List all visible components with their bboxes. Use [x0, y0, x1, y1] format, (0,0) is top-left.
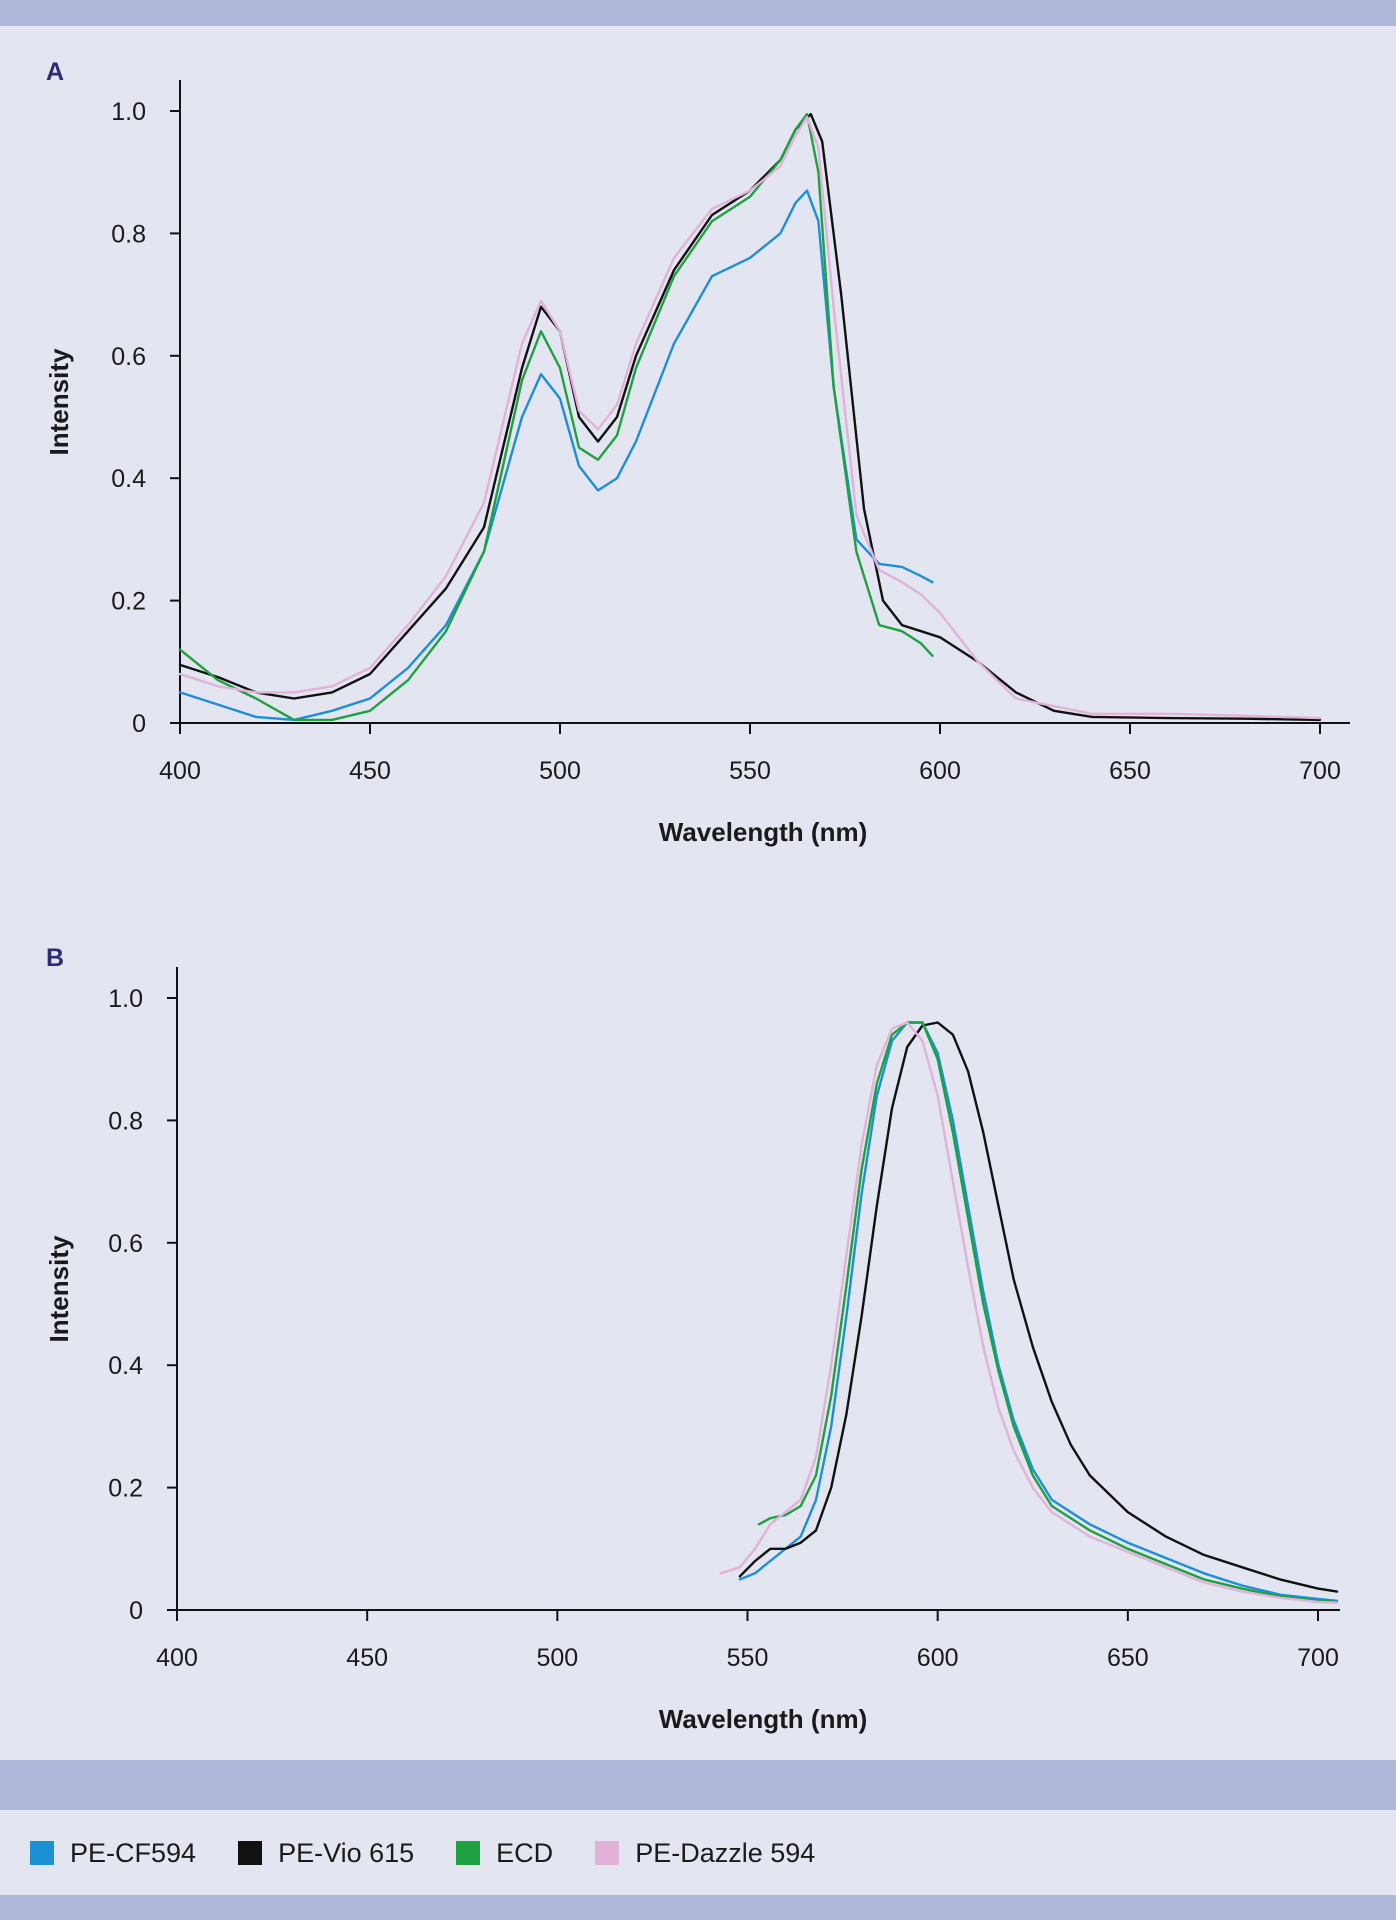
legend: PE-CF594 PE-Vio 615 ECD PE-Dazzle 594	[30, 1830, 857, 1876]
top-band	[0, 0, 1396, 26]
y-tick-label: 1.0	[111, 98, 146, 126]
panel-label: A	[46, 58, 64, 86]
legend-label: ECD	[496, 1837, 554, 1868]
series-line-pe-vio-615	[738, 1021, 1339, 1593]
legend-swatch	[595, 1841, 620, 1865]
legend-item-pe-vio-615: PE-Vio 615	[238, 1838, 414, 1869]
legend-label: PE-Dazzle 594	[635, 1837, 816, 1868]
legend-separator-band	[0, 1760, 1396, 1810]
bottom-band	[0, 1895, 1396, 1920]
y-tick-label: 0.6	[108, 1230, 143, 1258]
x-tick-label: 600	[919, 757, 961, 785]
y-tick-label: 0.8	[108, 1107, 143, 1135]
legend-item-pe-cf594: PE-CF594	[30, 1838, 196, 1869]
y-tick-label: 0.2	[111, 588, 146, 616]
legend-swatch	[238, 1841, 263, 1865]
series-line-pe-dazzle-594	[719, 1021, 1339, 1604]
x-tick-label: 650	[1109, 757, 1151, 785]
legend-swatch	[30, 1841, 54, 1865]
x-tick-label: 400	[159, 757, 201, 785]
series-line-pe-cf594	[178, 189, 934, 722]
legend-swatch	[456, 1841, 481, 1865]
series-line-pe-dazzle-594	[178, 115, 1322, 720]
y-tick-label: 0	[129, 1597, 143, 1625]
y-tick-label: 0.2	[108, 1475, 143, 1503]
charts-figure: A 0 0.2 0.4 0.6 0.8 1.0 400 450 500 550 600 650 700 Wa…	[44, 58, 1350, 1734]
x-tick-label: 450	[346, 1644, 388, 1672]
chart-panel-b: B 0 0.2 0.4 0.6 0.8 1.0 400 450 500 550 600 650 700 Wa…	[44, 944, 1340, 1734]
y-axis-label: Intensity	[44, 1235, 74, 1342]
y-tick-label: 0	[132, 710, 146, 738]
legend-item-ecd: ECD	[456, 1838, 553, 1869]
series-line-pe-cf594	[738, 1021, 1339, 1602]
x-tick-label: 700	[1299, 757, 1341, 785]
series-line-pe-vio-615	[178, 112, 1322, 722]
legend-label: PE-CF594	[70, 1837, 197, 1868]
panel-label: B	[46, 944, 64, 972]
y-tick-label: 0.4	[108, 1352, 143, 1380]
y-tick-label: 0.6	[111, 343, 146, 371]
legend-label: PE-Vio 615	[278, 1837, 415, 1868]
x-axis-label: Wavelength (nm)	[659, 817, 867, 847]
y-axis-label: Intensity	[44, 348, 74, 455]
y-tick-label: 1.0	[108, 985, 143, 1013]
legend-item-pe-dazzle-594: PE-Dazzle 594	[595, 1838, 815, 1869]
x-tick-label: 550	[727, 1644, 769, 1672]
x-tick-label: 500	[536, 1644, 578, 1672]
x-tick-label: 550	[729, 757, 771, 785]
x-tick-label: 700	[1297, 1644, 1339, 1672]
x-tick-label: 450	[349, 757, 391, 785]
y-tick-label: 0.4	[111, 465, 146, 493]
series-line-ecd	[178, 112, 934, 722]
x-tick-label: 500	[539, 757, 581, 785]
y-tick-label: 0.8	[111, 220, 146, 248]
x-tick-label: 600	[917, 1644, 959, 1672]
series-line-ecd	[757, 1021, 1339, 1604]
x-tick-label: 650	[1107, 1644, 1149, 1672]
x-axis-label: Wavelength (nm)	[659, 1704, 867, 1734]
chart-panel-a: A 0 0.2 0.4 0.6 0.8 1.0 400 450 500 550 600 650 700 Wa…	[44, 58, 1350, 847]
x-tick-label: 400	[156, 1644, 198, 1672]
